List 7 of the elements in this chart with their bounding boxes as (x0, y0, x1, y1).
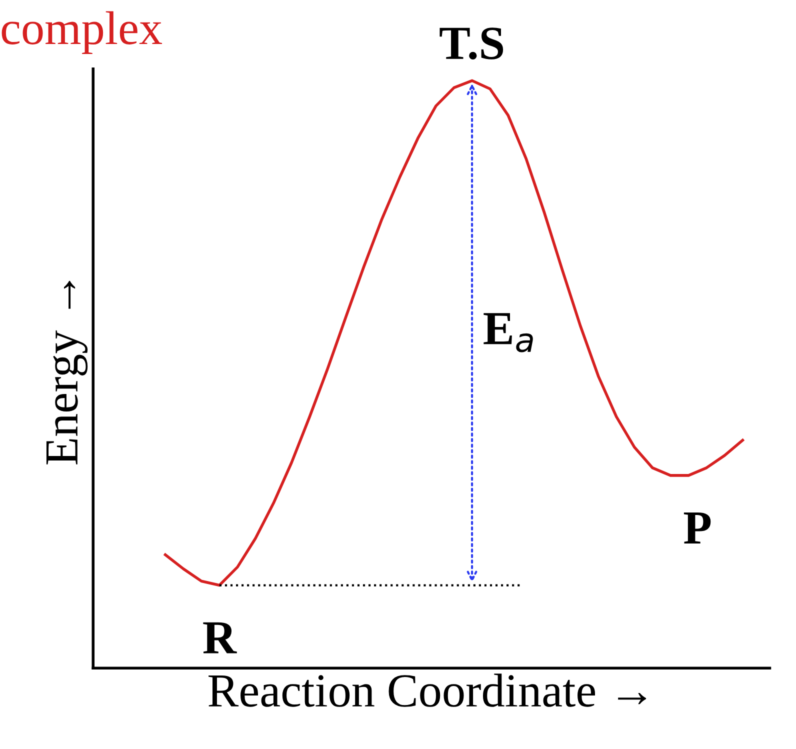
annotation: P (684, 512, 711, 544)
annotation: E$_{a}$ (484, 313, 533, 352)
y-axis-title: Energy → (46, 280, 88, 464)
annotation: R (203, 622, 237, 654)
text: T.S (440, 28, 504, 60)
x-axis-title: Reaction Coordinate → (208, 674, 646, 707)
text: complex (2, 11, 162, 54)
